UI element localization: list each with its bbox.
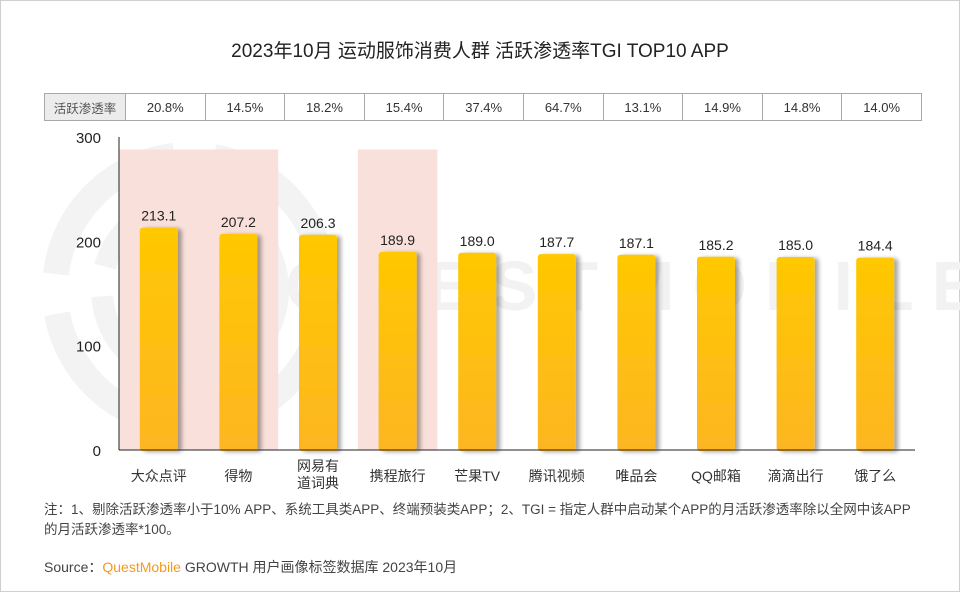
bar <box>856 257 895 451</box>
source-text: GROWTH 用户画像标签数据库 2023年10月 <box>180 559 458 575</box>
x-tick-label-line: 道词典 <box>297 475 339 491</box>
data-label: 187.7 <box>539 234 574 250</box>
table-header-cell: 活跃渗透率 <box>44 93 126 121</box>
table-row: 活跃渗透率 20.8% 14.5% 18.2% 15.4% 37.4% 64.7… <box>44 93 922 121</box>
bar <box>378 251 417 451</box>
x-tick-label: 滴滴出行 <box>768 468 824 484</box>
x-tick-label-line: 滴滴出行 <box>768 468 824 484</box>
x-tick-label-line: 腾讯视频 <box>529 468 585 484</box>
x-tick-label: 唯品会 <box>615 468 657 484</box>
x-tick-label: 腾讯视频 <box>529 468 585 484</box>
x-tick-label: 大众点评 <box>131 468 187 484</box>
x-tick-label: 芒果TV <box>454 468 501 484</box>
table-cell: 14.5% <box>204 93 286 121</box>
table-cell: 13.1% <box>602 93 684 121</box>
x-tick-label: 饿了么 <box>854 468 896 484</box>
source-brand: QuestMobile <box>102 559 181 575</box>
x-tick-label-line: QQ邮箱 <box>691 468 741 484</box>
data-label: 207.2 <box>221 214 256 230</box>
x-tick-label-line: 网易有 <box>297 458 339 474</box>
data-label: 184.4 <box>858 238 893 254</box>
x-tick-label-line: 得物 <box>224 468 252 484</box>
bar <box>776 256 815 451</box>
table-cell: 15.4% <box>363 93 445 121</box>
data-label: 206.3 <box>300 215 335 231</box>
table-cell: 14.8% <box>761 93 843 121</box>
bar <box>537 254 576 451</box>
data-labels: 213.1 207.2 206.3 189.9 189.0 187.7 187.1 185.2… <box>141 208 893 254</box>
active-penetration-table: 活跃渗透率 20.8% 14.5% 18.2% 15.4% 37.4% 64.7… <box>44 93 922 121</box>
x-tick-label-line: 大众点评 <box>131 468 187 484</box>
x-tick-label: 携程旅行 <box>370 468 426 484</box>
bar <box>139 227 178 451</box>
bar <box>697 256 735 451</box>
x-tick-label-line: 唯品会 <box>615 468 657 484</box>
table-cell: 14.0% <box>841 93 922 121</box>
source-label: Source： <box>44 559 103 575</box>
x-tick-label-line: 携程旅行 <box>370 468 426 484</box>
y-tick-label: 100 <box>76 339 101 356</box>
chart-title: 2023年10月 运动服饰消费人群 活跃渗透率TGI TOP10 APP <box>231 41 729 62</box>
data-label: 189.9 <box>380 232 415 248</box>
x-tick-label-line: 饿了么 <box>854 468 896 484</box>
table-cell: 18.2% <box>284 93 365 121</box>
table-cell: 14.9% <box>682 93 763 121</box>
data-label: 185.2 <box>698 237 733 253</box>
footnote: 注：1、剔除活跃渗透率小于10% APP、系统工具类APP、终端预装类APP；2… <box>44 502 911 537</box>
source-line: Source：QuestMobile GROWTH 用户画像标签数据库 2023… <box>44 557 457 577</box>
bar <box>617 254 656 451</box>
bars <box>139 227 895 451</box>
bar-chart: QUESTMOBILE 213.1207.2206.3189.9189.0187… <box>42 130 960 491</box>
bar <box>458 252 497 451</box>
x-tick-label-line: 芒果TV <box>454 468 501 484</box>
y-tick-label: 300 <box>76 130 101 147</box>
data-label: 185.0 <box>778 237 813 253</box>
table-cell: 20.8% <box>125 93 206 121</box>
x-tick-label: 得物 <box>224 468 252 484</box>
x-tick-label: QQ邮箱 <box>691 468 741 484</box>
table-cell: 37.4% <box>443 93 524 121</box>
bar <box>299 234 337 451</box>
table-cell: 64.7% <box>522 93 604 121</box>
y-tick-label: 0 <box>93 443 101 460</box>
y-tick-label: 200 <box>76 234 101 251</box>
x-tick-labels: 大众点评 得物 网易有道词典 携程旅行 芒果TV 腾讯视频 唯品会 QQ邮箱 滴滴出行 饿了么 <box>131 458 896 491</box>
data-label: 189.0 <box>460 233 495 249</box>
data-label: 187.1 <box>619 235 654 251</box>
axes: 0 100 200 300 <box>76 130 915 460</box>
x-tick-label: 网易有道词典 <box>297 458 339 491</box>
data-label: 213.1 <box>141 208 176 224</box>
bar <box>219 233 258 451</box>
